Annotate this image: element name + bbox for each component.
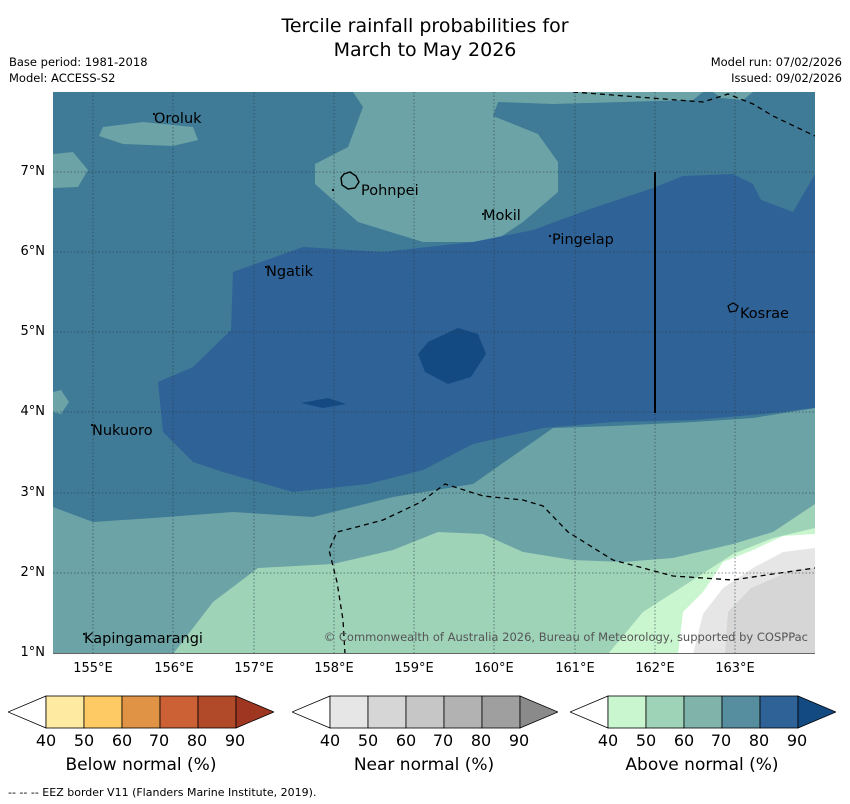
tick-below-40: 40 <box>35 731 57 750</box>
lon-label-158: 158°E <box>314 661 354 676</box>
place-nukuoro: Nukuoro <box>92 423 153 439</box>
colorbar-right-arrow <box>235 695 274 729</box>
tick-above-80: 80 <box>748 731 770 750</box>
lat-label-3: 3°N <box>20 485 46 500</box>
colorbar-segment <box>683 695 723 729</box>
place-pohnpei: Pohnpei <box>361 183 419 199</box>
colorbar-segment <box>721 695 761 729</box>
place-kapingamarangi: Kapingamarangi <box>84 631 203 647</box>
map-frame <box>53 92 815 654</box>
kosrae-island <box>727 302 739 313</box>
lon-label-162: 162°E <box>635 661 675 676</box>
base-period: Base period: 1981-2018 <box>9 55 148 69</box>
atoll-markers <box>82 112 552 636</box>
lat-label-1: 1°N <box>20 645 46 660</box>
tick-above-60: 60 <box>673 731 695 750</box>
colorbar-segment <box>481 695 521 729</box>
forecast-map <box>53 92 815 654</box>
meta-left: Base period: 1981-2018 Model: ACCESS-S2 <box>9 54 148 86</box>
issued-date: Issued: 09/02/2026 <box>731 71 842 85</box>
place-pingelap: Pingelap <box>552 232 614 248</box>
eez-border <box>328 92 815 654</box>
colorbar-segment <box>159 695 199 729</box>
tick-near-60: 60 <box>395 731 417 750</box>
tick-below-50: 50 <box>73 731 95 750</box>
title-line-2: March to May 2026 <box>333 39 517 61</box>
copyright-notice: © Commonwealth of Australia 2026, Bureau… <box>323 630 808 644</box>
map-title: Tercile rainfall probabilities for March… <box>0 14 850 62</box>
lon-label-160: 160°E <box>474 661 514 676</box>
place-mokil: Mokil <box>483 208 521 224</box>
tick-below-60: 60 <box>111 731 133 750</box>
colorbar-label-above: Above normal (%) <box>625 755 779 775</box>
place-kosrae: Kosrae <box>740 306 789 322</box>
probability-band-80-90 <box>158 174 815 492</box>
lat-label-5: 5°N <box>20 324 46 339</box>
colorbar-segment <box>45 695 85 729</box>
meta-right: Model run: 07/02/2026 Issued: 09/02/2026 <box>711 54 842 86</box>
lat-label-7: 7°N <box>20 164 46 179</box>
colorbar-segment <box>329 695 369 729</box>
colorbar-segment <box>759 695 799 729</box>
probability-band-60-70-patch-west <box>53 152 88 188</box>
tick-near-50: 50 <box>357 731 379 750</box>
lon-label-161: 161°E <box>555 661 595 676</box>
place-oroluk: Oroluk <box>154 111 202 127</box>
tick-below-90: 90 <box>224 731 246 750</box>
lat-label-6: 6°N <box>20 244 46 259</box>
model-name: Model: ACCESS-S2 <box>9 71 116 85</box>
tick-above-50: 50 <box>635 731 657 750</box>
tick-near-40: 40 <box>319 731 341 750</box>
tick-above-70: 70 <box>710 731 732 750</box>
colorbar-segment <box>405 695 445 729</box>
colorbar-below-normal <box>8 695 274 729</box>
title-line-1: Tercile rainfall probabilities for <box>281 15 569 37</box>
colorbar-near-normal <box>292 695 558 729</box>
lon-label-163: 163°E <box>715 661 755 676</box>
colorbar-right-arrow <box>797 695 836 729</box>
tick-below-70: 70 <box>148 731 170 750</box>
model-run: Model run: 07/02/2026 <box>710 55 842 69</box>
colorbar-label-near: Near normal (%) <box>353 755 495 775</box>
lon-label-159: 159°E <box>394 661 434 676</box>
eez-footnote: -- -- -- EEZ border V11 (Flanders Marine… <box>8 786 317 799</box>
tick-near-70: 70 <box>432 731 454 750</box>
tick-below-80: 80 <box>186 731 208 750</box>
graticule <box>53 92 815 654</box>
colorbar-label-below: Below normal (%) <box>65 755 217 775</box>
lat-label-4: 4°N <box>20 404 46 419</box>
colorbar-above-normal <box>570 695 836 729</box>
probability-band-60-70-patch-sw <box>53 390 69 414</box>
lon-label-157: 157°E <box>234 661 274 676</box>
lon-label-155: 155°E <box>73 661 113 676</box>
colorbar-left-arrow <box>292 695 331 729</box>
colorbar-left-arrow <box>8 695 47 729</box>
colorbar-left-arrow <box>570 695 609 729</box>
colorbar-segment <box>83 695 123 729</box>
near-normal-60-70 <box>725 568 815 654</box>
probability-band-60-70-patch-mid <box>455 174 471 192</box>
colorbar-segment <box>607 695 647 729</box>
place-ngatik: Ngatik <box>266 264 314 280</box>
colorbar-segment <box>645 695 685 729</box>
colorbar-segment <box>367 695 407 729</box>
map-panel[interactable]: Oroluk Pohnpei Mokil Pingelap Ngatik Kos… <box>53 92 815 654</box>
tick-above-90: 90 <box>786 731 808 750</box>
probability-band-90-plus-central <box>418 328 486 384</box>
colorbar-segment <box>197 695 237 729</box>
tick-near-80: 80 <box>470 731 492 750</box>
probability-band-60-70-north <box>315 92 703 242</box>
tick-near-90: 90 <box>508 731 530 750</box>
colorbar-right-arrow <box>519 695 558 729</box>
lon-label-156: 156°E <box>154 661 194 676</box>
pohnpei-island <box>340 171 360 190</box>
probability-band-90-plus-small <box>301 398 346 408</box>
tick-above-40: 40 <box>597 731 619 750</box>
colorbar-segment <box>443 695 483 729</box>
colorbar-segment <box>121 695 161 729</box>
lat-label-2: 2°N <box>20 565 46 580</box>
